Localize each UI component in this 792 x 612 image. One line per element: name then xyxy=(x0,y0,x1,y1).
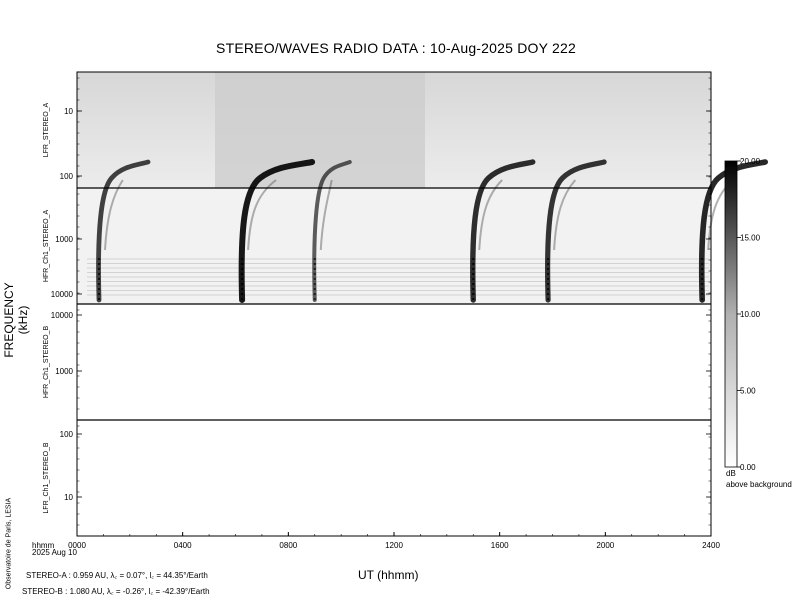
x-tick-label: 1200 xyxy=(385,541,403,550)
y-tick-label: 10000 xyxy=(51,290,74,299)
y-tick-label: 10 xyxy=(64,107,73,116)
radio-burst-echo xyxy=(319,179,333,251)
x-axis-label: UT (hhmm) xyxy=(358,568,419,582)
radio-burst xyxy=(312,160,352,302)
colorbar-tick-label: 0.00 xyxy=(740,463,756,472)
panel-name: LFR_STEREO_A xyxy=(43,102,50,157)
x-axis: 0000 0400 0800 1200 1600 2000 2400 xyxy=(68,532,720,550)
colorbar-tick-label: 10.00 xyxy=(740,310,761,319)
y-tick-label: 10000 xyxy=(51,311,74,320)
panel-name: LFR_Ch1_STEREO_B xyxy=(43,442,50,514)
y-axes: 10100LFR_STEREO_A100010000HFR_Ch1_STEREO… xyxy=(43,77,711,526)
colorbar-ticks: 20.00 15.00 10.00 5.00 0.00 xyxy=(737,157,761,472)
colorbar-tick-label: 5.00 xyxy=(740,387,756,396)
colorbar-unit: dB xyxy=(726,469,736,478)
orbit-stereo-a: STEREO-A : 0.959 AU, λ꜀ = 0.07°, l꜀ = 44… xyxy=(26,571,208,580)
radio-burst-echo xyxy=(478,179,503,251)
y-tick-label: 100 xyxy=(60,172,74,181)
lfr-a-dark-band xyxy=(215,72,425,188)
x-tick-label: 2400 xyxy=(702,541,720,550)
x-tick-label: 1600 xyxy=(491,541,509,550)
panel-hfr-a xyxy=(77,188,711,304)
x-tick-label: 0800 xyxy=(279,541,297,550)
radio-burst-echo xyxy=(247,179,277,251)
panel-name: HFR_Ch1_STEREO_A xyxy=(43,209,50,282)
colorbar xyxy=(724,160,738,468)
hfr-stripes xyxy=(87,258,709,296)
time-unit-label: hhmm xyxy=(32,541,55,550)
date-label: 2025 Aug 10 xyxy=(32,548,77,557)
radio-burst xyxy=(698,159,768,303)
radio-burst-echo xyxy=(104,179,124,251)
radio-burst xyxy=(470,159,536,303)
y-tick-label: 10 xyxy=(64,493,73,502)
panel-hfr-b xyxy=(77,304,711,420)
radio-burst xyxy=(545,159,607,303)
y-tick-label: 1000 xyxy=(55,235,73,244)
y-tick-label: 100 xyxy=(60,430,74,439)
panel-lfr-b xyxy=(77,420,711,536)
radio-burst-echo xyxy=(553,179,577,251)
colorbar-tick-label: 20.00 xyxy=(740,157,761,166)
colorbar-caption: above background xyxy=(726,480,792,489)
x-tick-label: 0000 xyxy=(68,541,86,550)
x-tick-label: 0400 xyxy=(174,541,192,550)
y-tick-label: 1000 xyxy=(55,367,73,376)
orbit-stereo-b: STEREO-B : 1.080 AU, λ꜀ = -0.26°, l꜀ = -… xyxy=(22,587,210,596)
radio-bursts xyxy=(96,159,768,303)
colorbar-tick-label: 15.00 xyxy=(740,234,761,243)
chart-title: STEREO/WAVES RADIO DATA : 10-Aug-2025 DO… xyxy=(216,40,576,56)
panel-name: HFR_Ch1_STEREO_B xyxy=(43,325,50,398)
x-tick-label: 2000 xyxy=(596,541,614,550)
radio-burst xyxy=(96,159,151,303)
radio-burst xyxy=(238,159,316,303)
